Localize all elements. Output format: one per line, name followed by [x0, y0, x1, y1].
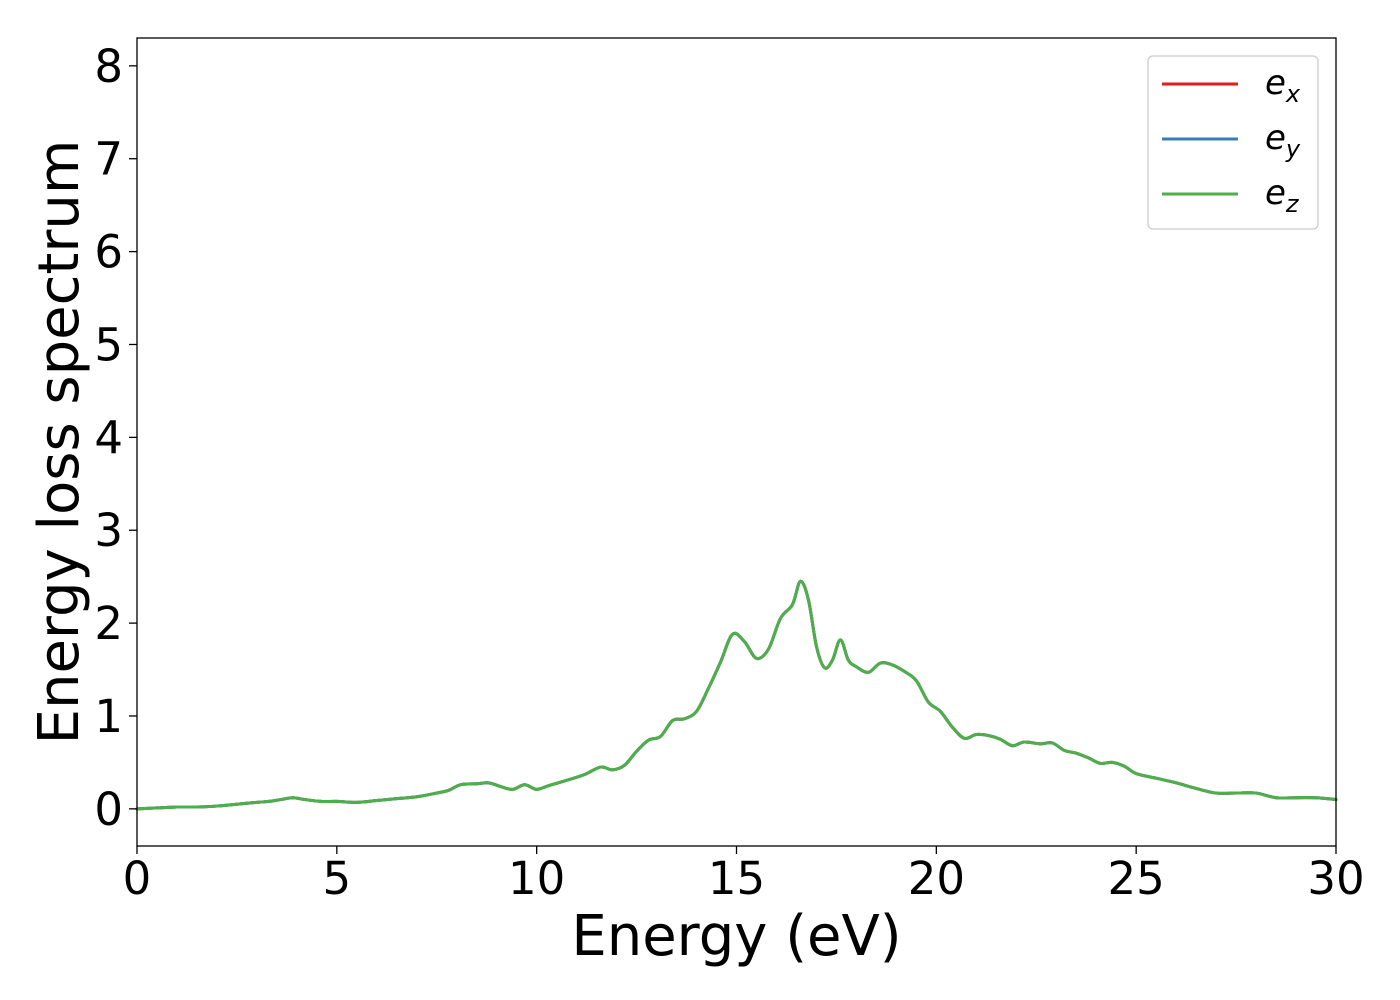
- x-tick-label: 20: [908, 852, 965, 905]
- x-axis-ticks: 0 5 10 15 20 25 30: [123, 846, 1365, 905]
- legend-box: [1147, 55, 1319, 230]
- legend-label-subscript: x: [1285, 80, 1301, 108]
- y-tick-label: 7: [94, 133, 123, 186]
- legend-label-subscript: y: [1285, 135, 1301, 163]
- legend-label-x: ex: [1265, 63, 1301, 108]
- x-tick-label: 15: [708, 852, 765, 905]
- series-layer: [135, 579, 1338, 811]
- y-axis-label: Energy loss spectrum: [27, 140, 92, 745]
- y-tick-label: 8: [94, 40, 123, 93]
- y-tick-label: 0: [94, 783, 123, 836]
- legend-label-z: ez: [1265, 173, 1300, 218]
- legend-label-base: e: [1265, 173, 1286, 213]
- legend-label-subscript: z: [1285, 190, 1300, 218]
- legend-label-y: ey: [1265, 118, 1301, 163]
- x-tick-label: 25: [1108, 852, 1165, 905]
- y-tick-label: 5: [94, 318, 123, 371]
- x-tick-label: 30: [1307, 852, 1364, 905]
- legend-label-base: e: [1265, 63, 1286, 103]
- x-tick-label: 5: [323, 852, 352, 905]
- series-line-e-z: [135, 579, 1338, 811]
- y-tick-label: 2: [94, 597, 123, 650]
- y-tick-label: 6: [94, 226, 123, 279]
- y-tick-label: 3: [94, 504, 123, 557]
- x-tick-label: 0: [123, 852, 152, 905]
- legend-label-base: e: [1265, 118, 1286, 158]
- x-axis-label: Energy (eV): [571, 904, 901, 969]
- y-axis-ticks: 0 1 2 3 4 5 6 7 8: [94, 40, 137, 836]
- y-tick-label: 4: [94, 411, 123, 464]
- y-tick-label: 1: [94, 690, 123, 743]
- x-tick-label: 10: [508, 852, 565, 905]
